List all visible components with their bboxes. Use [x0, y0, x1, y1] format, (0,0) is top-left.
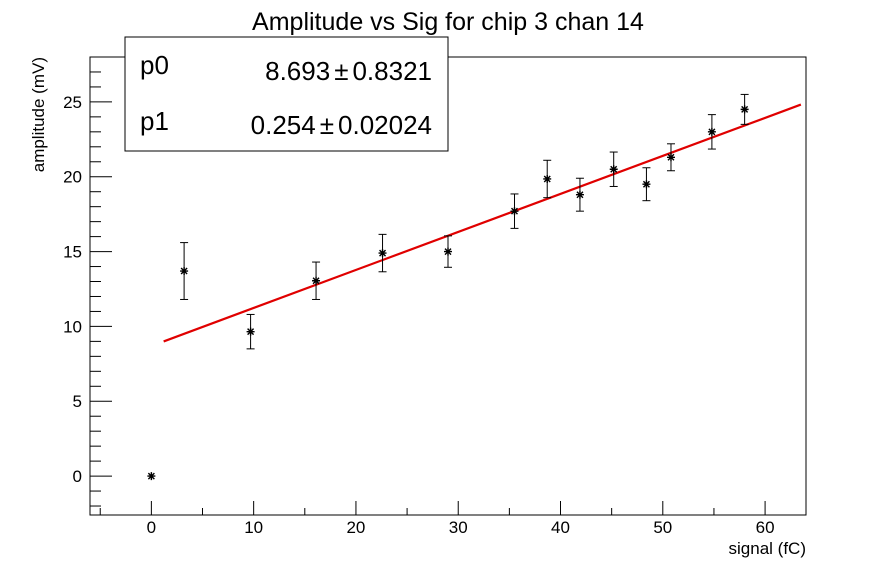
star-marker	[666, 153, 675, 162]
x-tick-label: 20	[346, 518, 365, 537]
stats-box-frame	[124, 36, 449, 152]
stats-p1-name: p1	[140, 106, 169, 136]
data-point	[246, 313, 255, 350]
data-point	[312, 261, 321, 300]
x-tick-label: 60	[756, 518, 775, 537]
data-point	[642, 167, 651, 202]
star-marker	[575, 190, 584, 199]
y-tick-label: 0	[73, 467, 82, 486]
fit-line	[163, 103, 802, 343]
star-marker	[510, 207, 519, 216]
data-point	[378, 233, 387, 273]
star-marker	[609, 165, 618, 174]
data-points-layer	[147, 93, 749, 481]
y-tick-label: 5	[73, 392, 82, 411]
y-axis: 0 5 10 15 20 25	[63, 56, 112, 507]
fit-stats-box: p0 8.693 ±0.8321 p1 0.254 ±0.02024	[124, 36, 449, 152]
star-marker	[543, 174, 552, 183]
data-point	[609, 151, 618, 187]
x-tick-label: 0	[147, 518, 156, 537]
x-axis-label: signal (fC)	[729, 539, 806, 558]
star-marker	[147, 472, 156, 481]
data-point	[180, 242, 189, 300]
y-tick-label: 25	[63, 93, 82, 112]
stats-p0-name: p0	[140, 50, 169, 80]
stats-p1-pm: ±	[320, 110, 334, 140]
y-axis-label: amplitude (mV)	[29, 57, 48, 172]
y-tick-label: 10	[63, 317, 82, 336]
stats-p0-pm: ±	[334, 56, 348, 86]
star-marker	[707, 127, 716, 136]
stats-p0-error: 0.8321	[352, 56, 432, 86]
star-marker	[246, 327, 255, 336]
data-point	[575, 177, 584, 212]
stats-p0-value: 8.693 ±0.8321	[265, 56, 432, 86]
stats-p1-value: 0.254 ±0.02024	[251, 110, 432, 140]
x-tick-label: 50	[653, 518, 672, 537]
data-point	[444, 235, 452, 268]
chart-title: Amplitude vs Sig for chip 3 chan 14	[252, 8, 644, 36]
stats-p1-error: 0.02024	[338, 110, 432, 140]
stats-p1-estimate: 0.254	[251, 110, 316, 140]
star-marker	[740, 105, 749, 114]
star-marker	[444, 247, 452, 256]
y-tick-label: 20	[63, 168, 82, 187]
x-tick-label: 40	[551, 518, 570, 537]
x-axis: 0 10 20 30 40 50 60	[99, 501, 775, 537]
stats-p0-estimate: 8.693	[265, 56, 330, 86]
star-marker	[642, 180, 651, 189]
x-tick-label: 10	[244, 518, 263, 537]
star-marker	[180, 267, 189, 276]
star-marker	[378, 249, 387, 258]
y-tick-label: 15	[63, 243, 82, 262]
fit-line-layer	[163, 103, 802, 343]
data-point	[510, 193, 519, 229]
star-marker	[312, 276, 321, 285]
data-point	[147, 472, 156, 481]
x-tick-label: 30	[449, 518, 468, 537]
data-point	[740, 93, 749, 125]
data-point	[666, 143, 675, 172]
data-point	[543, 159, 552, 199]
data-point	[707, 114, 716, 150]
